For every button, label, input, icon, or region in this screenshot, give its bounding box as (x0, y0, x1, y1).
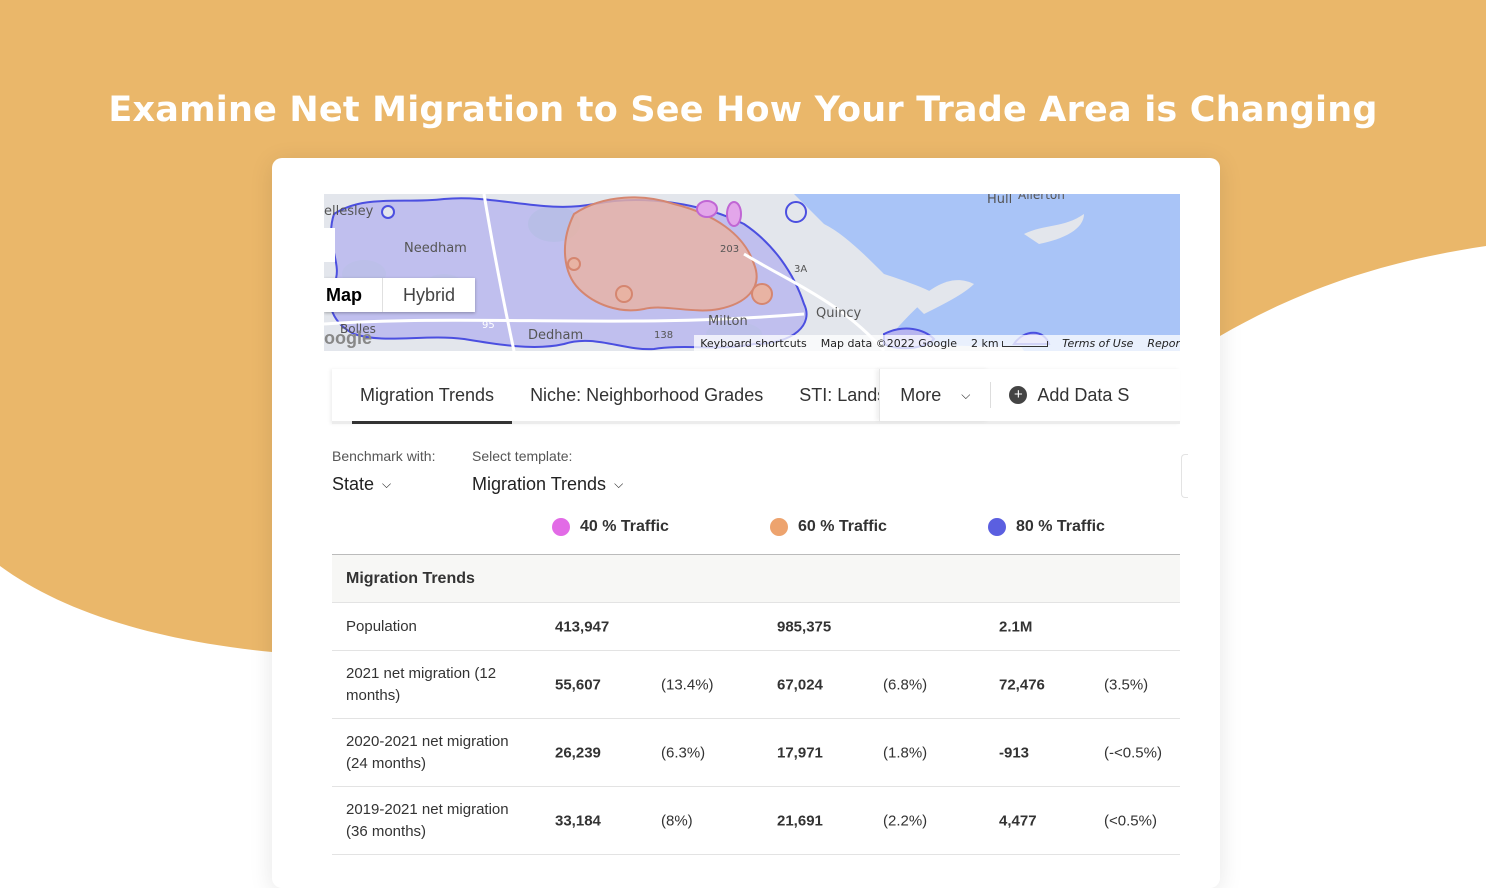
traffic-legend: 40 % Traffic 60 % Traffic 80 % Traffic (332, 508, 1180, 555)
row-label: 2021 net migration (12 months) (346, 664, 497, 704)
value-60: 17,971 (777, 744, 823, 761)
row-label: 2019-2021 net migration (36 months) (346, 800, 509, 840)
map-type-hybrid-button[interactable]: Hybrid (403, 285, 456, 305)
more-tabs-dropdown[interactable]: More ⌵ (879, 369, 990, 421)
legend-item-60: 60 % Traffic (770, 518, 887, 536)
percent-40: (6.3%) (661, 744, 706, 761)
percent-80: (3.5%) (1104, 676, 1149, 693)
map-place-label: Quincy (816, 306, 862, 321)
benchmark-select[interactable]: State ⌵ (332, 474, 392, 494)
chevron-down-icon: ⌵ (614, 477, 624, 491)
map-control-fragment[interactable] (324, 228, 335, 262)
google-logo: oogle (324, 328, 372, 348)
map-place-label: ellesley (324, 204, 374, 219)
tab-divider (990, 382, 992, 408)
report-link[interactable]: Repor (1147, 336, 1180, 350)
benchmark-control: Benchmark with: State ⌵ (332, 448, 435, 495)
percent-80: (-<0.5%) (1104, 744, 1162, 761)
section-title: Migration Trends (346, 570, 475, 587)
value-60: 67,024 (777, 676, 823, 693)
legend-dot-80 (988, 518, 1006, 536)
template-select[interactable]: Migration Trends ⌵ (472, 474, 624, 494)
value-60: 985,375 (777, 618, 832, 635)
map-type-toggle: Map Hybrid (324, 278, 476, 312)
add-data-button[interactable]: + Add Data S (991, 385, 1129, 406)
percent-40: (8%) (661, 812, 693, 829)
map-place-label: Needham (404, 241, 467, 256)
report-controls: Benchmark with: State ⌵ Select template:… (332, 448, 1188, 508)
table-row: 2019-2021 net migration (36 months) 33,1… (332, 787, 1180, 855)
percent-80: (<0.5%) (1104, 812, 1157, 829)
tab-niche-neighborhood-grades[interactable]: Niche: Neighborhood Grades (530, 385, 764, 405)
percent-60: (2.2%) (883, 812, 928, 829)
chevron-down-icon: ⌵ (382, 477, 392, 491)
section-header[interactable]: Migration Trends (332, 555, 1180, 603)
map-place-label: Milton (708, 314, 748, 329)
legend-dot-60 (770, 518, 788, 536)
template-control: Select template: Migration Trends ⌵ (472, 448, 623, 495)
map-route-label: 203 (720, 244, 740, 255)
map-route-label: 138 (654, 330, 674, 341)
more-label: More (900, 384, 942, 405)
percent-40: (13.4%) (661, 676, 714, 693)
tab-sti-landscape[interactable]: STI: Landsca (799, 385, 879, 405)
value-80: 4,477 (999, 812, 1037, 829)
map-place-label: Allerton (1018, 194, 1065, 202)
page-headline: Examine Net Migration to See How Your Tr… (108, 90, 1378, 130)
table-row: 2020-2021 net migration (24 months) 26,2… (332, 719, 1180, 787)
map-attribution: Keyboard shortcuts Map data ©2022 Google… (694, 335, 1180, 351)
app-card: ellesley Needham Dedham Milton Quincy Hu… (272, 158, 1220, 888)
value-80: -913 (999, 744, 1030, 761)
value-40: 26,239 (555, 744, 601, 761)
value-40: 33,184 (555, 812, 601, 829)
value-40: 55,607 (555, 676, 601, 693)
percent-60: (6.8%) (883, 676, 928, 693)
report-tabs: Migration Trends Niche: Neighborhood Gra… (332, 369, 1180, 424)
add-data-label: Add Data S (1037, 384, 1130, 405)
plus-circle-icon: + (1009, 386, 1028, 404)
legend-item-80: 80 % Traffic (988, 518, 1105, 536)
map-route-label: 3A (794, 264, 808, 275)
export-button-edge[interactable] (1181, 454, 1188, 498)
keyboard-shortcuts-link[interactable]: Keyboard shortcuts (700, 336, 807, 350)
value-60: 21,691 (777, 812, 823, 829)
map-place-label: Dedham (528, 328, 584, 343)
table-row: 2021 net migration (12 months) 55,607 (1… (332, 651, 1180, 719)
map-data-credit: Map data ©2022 Google (820, 336, 957, 350)
value-80: 72,476 (999, 676, 1045, 693)
row-label: 2020-2021 net migration (24 months) (346, 732, 509, 772)
map-type-map-button[interactable]: Map (324, 278, 383, 312)
template-label: Select template: (472, 448, 573, 464)
map-canvas (324, 194, 1180, 351)
row-label: Population (346, 617, 417, 635)
trade-area-map[interactable]: ellesley Needham Dedham Milton Quincy Hu… (324, 194, 1180, 351)
map-place-label: Hull (987, 194, 1013, 207)
value-40: 413,947 (555, 618, 610, 635)
tab-migration-trends[interactable]: Migration Trends (342, 369, 513, 424)
chevron-down-icon: ⌵ (961, 387, 971, 402)
map-route-label: 95 (482, 320, 495, 331)
percent-60: (1.8%) (883, 744, 928, 761)
map-scale: 2 km (971, 337, 1049, 350)
terms-of-use-link[interactable]: Terms of Use (1062, 336, 1134, 350)
migration-table: Migration Trends Population 413,947 985,… (332, 555, 1180, 855)
legend-dot-40 (552, 518, 570, 536)
benchmark-label: Benchmark with: (332, 448, 436, 464)
value-80: 2.1M (999, 618, 1033, 635)
table-row: Population 413,947 985,375 2.1M (332, 603, 1180, 651)
map-place-label: Bolles (340, 322, 376, 336)
legend-item-40: 40 % Traffic (552, 518, 669, 536)
